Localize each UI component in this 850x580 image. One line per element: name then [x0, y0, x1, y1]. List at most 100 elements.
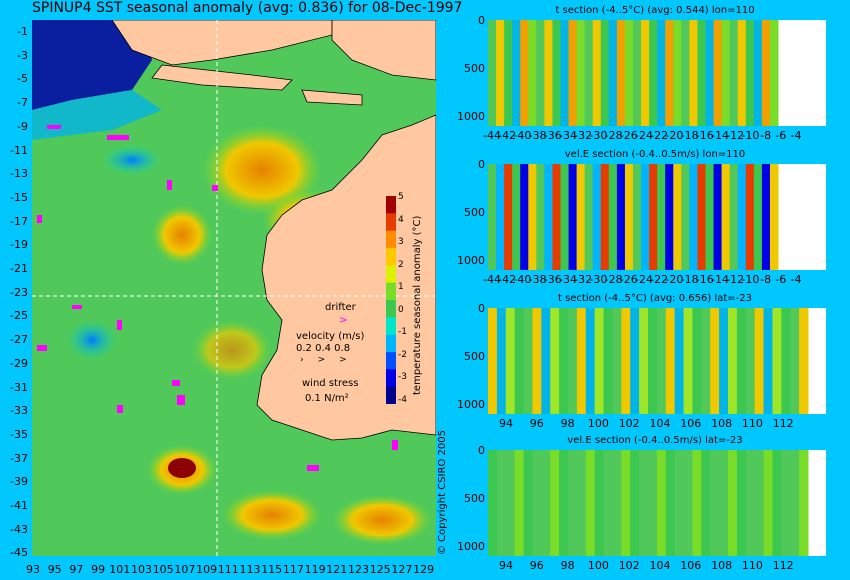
map-x-tick: 121 [326, 563, 348, 576]
section-cell [496, 164, 505, 270]
section-cell [496, 450, 507, 556]
section-cell [713, 20, 723, 126]
section-y-tick: 500 [464, 206, 485, 219]
velocity-legend-values: 0.2 0.4 0.8 [296, 343, 351, 354]
warm-eddy [332, 495, 432, 545]
map-y-tick: -37 [10, 451, 28, 465]
warm-eddy [152, 205, 212, 265]
section-cell [532, 450, 542, 556]
section-cell [753, 164, 763, 270]
drifter-tracks [37, 125, 398, 471]
map-x-tick: 123 [348, 563, 369, 576]
section-x-tick: -30 [589, 273, 608, 286]
section-cell [745, 450, 756, 556]
colorbar-swatch [386, 317, 396, 336]
drifter-track [37, 345, 47, 351]
section-cell [719, 308, 729, 414]
map-y-tick: -33 [10, 404, 28, 418]
section-y-tick: 0 [478, 302, 485, 315]
section-x-tick: -4 [790, 273, 802, 286]
section-cell [673, 20, 682, 126]
section-cell [608, 164, 618, 270]
section-x-tick: -34 [559, 273, 577, 286]
map-x-tick: 97 [69, 563, 84, 576]
section-cell [603, 450, 613, 556]
section-x-tick: -40 [513, 273, 532, 286]
section-x-tick: -4 [790, 129, 802, 142]
section-cell [799, 308, 809, 414]
section-x-tick: -44 [483, 129, 501, 142]
map-y-tick: -39 [10, 475, 28, 489]
section-x-tick: -24 [635, 129, 653, 142]
section-x-tick: -30 [589, 129, 608, 142]
map-y-axis: -1 -3 -5 -7 -9 -11 -13 -15 -17 -19 -21 -23 -25 -27 -29… [0, 20, 32, 560]
map-y-tick: -29 [10, 356, 28, 370]
sst-anomaly-map [32, 20, 436, 556]
section-cell [523, 450, 533, 556]
section-cell [488, 164, 497, 270]
section-cell [630, 308, 640, 414]
colorbar-tick: -4 [398, 394, 407, 405]
section-cell [697, 164, 706, 270]
colorbar-tick: -1 [398, 327, 407, 337]
section-cell [541, 308, 551, 414]
map-x-tick: 125 [369, 563, 391, 576]
section-cell [568, 450, 578, 556]
section-cell [544, 164, 553, 270]
section-cell [710, 450, 720, 556]
drifter-track [177, 395, 185, 405]
map-x-tick: 117 [282, 563, 304, 576]
section-x-tick: -16 [695, 273, 714, 286]
section-cell [689, 20, 698, 126]
colorbar [386, 196, 396, 405]
map-y-tick: -45 [10, 546, 28, 560]
section-cell [633, 164, 642, 270]
section-x-tick: 102 [618, 559, 640, 572]
section-y-tick: 0 [478, 158, 485, 171]
section-cell [745, 20, 755, 126]
section-cell [514, 450, 525, 556]
section-cell [681, 164, 690, 270]
section-x-tick: -28 [604, 273, 623, 286]
map-y-tick: -15 [10, 190, 28, 204]
map-x-tick: 111 [217, 563, 239, 576]
section-cell [681, 20, 690, 126]
map-x-tick: 115 [261, 563, 283, 576]
section-cell [559, 308, 569, 414]
section-cell [536, 164, 545, 270]
map-x-tick: 109 [196, 563, 218, 576]
section-cell [649, 164, 658, 270]
section-cell [754, 308, 765, 414]
section-cell [552, 20, 561, 126]
colorbar-tick: -3 [398, 372, 407, 382]
map-y-tick: -11 [10, 143, 28, 157]
section-x-tick: 96 [529, 417, 544, 430]
drifter-track [72, 305, 82, 309]
section-x-tick: 112 [772, 417, 794, 430]
section-x-tick: 100 [587, 417, 609, 430]
section-cell [568, 308, 578, 414]
map-x-tick: 113 [239, 563, 261, 576]
section-cell [719, 450, 729, 556]
section-cell [512, 164, 521, 270]
section-cell [616, 164, 626, 270]
section-cell [737, 164, 747, 270]
section-cell [649, 20, 658, 126]
section-title: t section (-4..5°C) (avg: 0.544) lon=110 [555, 5, 755, 16]
warm-eddy [192, 320, 272, 380]
section-y-tick: 500 [464, 350, 485, 363]
section-cell [729, 164, 739, 270]
section-cell [584, 164, 594, 270]
section-cell [673, 164, 682, 270]
section-cell [799, 450, 809, 556]
section-y-tick: 1000 [457, 110, 485, 123]
section-cell [616, 20, 626, 126]
section-cell [536, 20, 545, 126]
section-cell [559, 450, 569, 556]
section-x-tick: 108 [711, 417, 733, 430]
section-x-tick: 104 [649, 417, 671, 430]
colorbar-swatch [386, 213, 396, 232]
section-x-tick: -44 [483, 273, 501, 286]
section-cell [657, 20, 666, 126]
section-cell [496, 308, 507, 414]
